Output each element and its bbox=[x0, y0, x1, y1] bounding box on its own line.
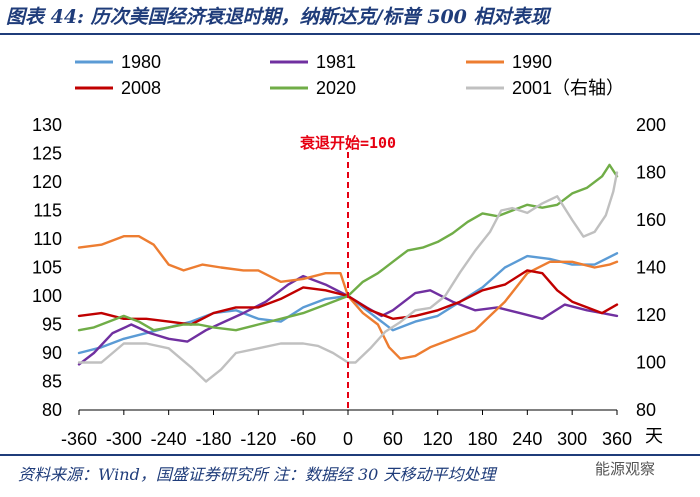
axes: -360 -300 -240 -180 -120 -60 0 60 120 180 240 300 36… bbox=[32, 115, 666, 449]
y-right-tick-label-3: 140 bbox=[636, 258, 666, 278]
x-tick-label-6: 0 bbox=[343, 429, 353, 449]
y-left-tick-label-0: 80 bbox=[42, 400, 62, 420]
x-tick-label-11: 300 bbox=[557, 429, 587, 449]
x-tick-label-5: -60 bbox=[290, 429, 316, 449]
y-left-tick-label-10: 130 bbox=[32, 115, 62, 135]
y-left-tick-label-8: 120 bbox=[32, 172, 62, 192]
source-note: 资料来源：Wind，国盛证券研究所 注：数据经 30 天移动平均处理 bbox=[18, 465, 496, 484]
y-left-tick-label-2: 90 bbox=[42, 343, 62, 363]
footer-rule bbox=[0, 454, 700, 456]
chart-title: 图表 44: 历次美国经济衰退时期，纳斯达克/标普 500 相对表现 bbox=[6, 6, 550, 28]
x-tick-label-7: 60 bbox=[383, 429, 403, 449]
x-tick-label-8: 120 bbox=[423, 429, 453, 449]
y-left-tick-label-9: 125 bbox=[32, 144, 62, 164]
series-lines bbox=[77, 163, 619, 383]
y-right-tick-label-2: 120 bbox=[636, 305, 666, 325]
legend-label-5: 2020 bbox=[316, 78, 356, 98]
legend: 1980 1981 1990 2008 2020 2001（右轴） bbox=[75, 52, 624, 98]
legend-label-6: 2001（右轴） bbox=[512, 78, 624, 98]
x-tick-label-10: 240 bbox=[512, 429, 542, 449]
legend-label-2: 1981 bbox=[316, 52, 356, 72]
series-line-3 bbox=[77, 235, 619, 360]
recession-start-label: 衰退开始=100 bbox=[299, 134, 396, 152]
y-left-tick-label-4: 100 bbox=[32, 286, 62, 306]
y-right-tick-label-4: 160 bbox=[636, 210, 666, 230]
y-right-tick-label-5: 180 bbox=[636, 163, 666, 183]
x-tick-label-12: 360 bbox=[602, 429, 632, 449]
y-left-tick-label-5: 105 bbox=[32, 258, 62, 278]
legend-label-4: 2008 bbox=[121, 78, 161, 98]
watermark: 能源观察 bbox=[595, 460, 656, 478]
x-tick-label-9: 180 bbox=[467, 429, 497, 449]
y-left-tick-label-6: 110 bbox=[33, 229, 62, 249]
series-line-4 bbox=[77, 269, 619, 326]
y-left-tick-label-7: 115 bbox=[33, 201, 62, 221]
x-tick-label-4: -120 bbox=[240, 429, 276, 449]
y-right-tick-label-1: 100 bbox=[636, 353, 666, 373]
legend-label-3: 1990 bbox=[512, 52, 552, 72]
y-left-tick-label-3: 95 bbox=[42, 315, 62, 335]
series-line-6 bbox=[77, 171, 619, 383]
x-tick-label-1: -300 bbox=[106, 429, 142, 449]
series-line-5 bbox=[77, 163, 619, 332]
y-right-tick-label-0: 80 bbox=[636, 400, 656, 420]
title-rule bbox=[0, 33, 700, 35]
legend-label-1: 1980 bbox=[121, 52, 161, 72]
annotation: 衰退开始=100 bbox=[299, 134, 396, 410]
x-tick-label-3: -180 bbox=[195, 429, 231, 449]
y-left-tick-label-1: 85 bbox=[42, 372, 62, 392]
y-right-tick-label-6: 200 bbox=[636, 115, 666, 135]
x-tick-label-2: -240 bbox=[151, 429, 187, 449]
x-tick-label-0: -360 bbox=[61, 429, 97, 449]
x-axis-unit-label: 天 bbox=[645, 426, 663, 446]
